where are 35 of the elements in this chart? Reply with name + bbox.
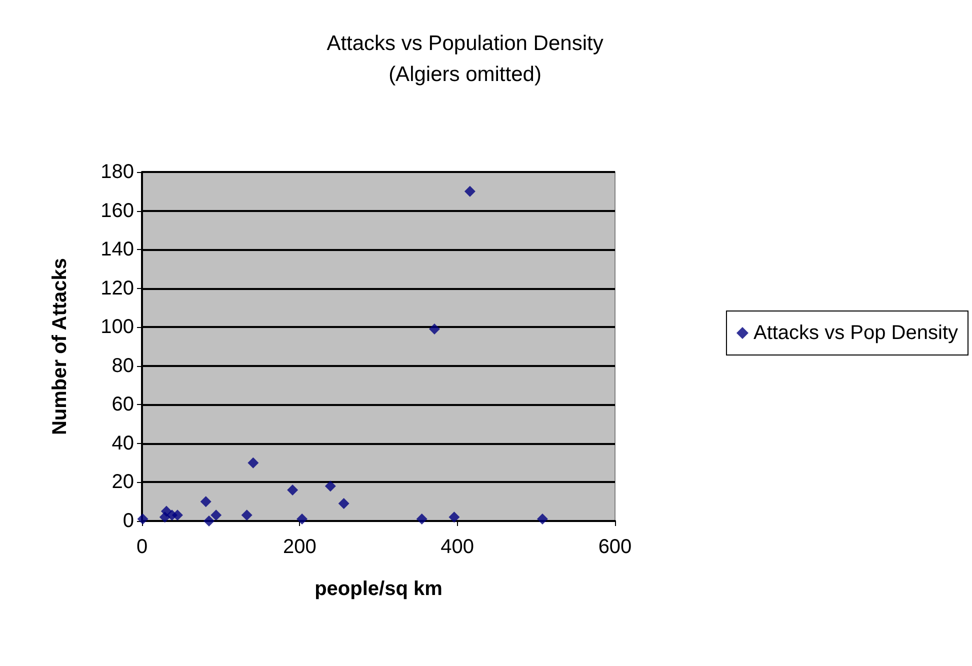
- y-tick-label: 180: [100, 161, 134, 183]
- y-tick-label: 0: [122, 510, 134, 532]
- y-tick-label: 160: [100, 200, 134, 222]
- y-tick-label: 140: [100, 238, 134, 261]
- point: [464, 186, 476, 197]
- point: [448, 512, 460, 523]
- point: [200, 496, 212, 508]
- x-axis-title: people/sq km: [314, 578, 442, 600]
- y-tick-label: 20: [112, 471, 134, 494]
- chart-title: Attacks vs Population Density: [326, 32, 604, 55]
- x-tick-label: 0: [136, 536, 148, 558]
- point: [428, 324, 440, 335]
- point: [204, 516, 215, 526]
- point: [248, 457, 259, 468]
- point: [137, 514, 148, 525]
- legend-label: Attacks vs Pop Density: [753, 322, 958, 344]
- y-tick-label: 40: [112, 432, 134, 454]
- point: [536, 514, 548, 525]
- y-tick-label: 60: [112, 394, 134, 416]
- y-tick-label: 80: [112, 354, 134, 377]
- point: [296, 514, 308, 525]
- point: [416, 514, 428, 525]
- y-tick-label: 100: [100, 316, 134, 338]
- x-tick-label: 200: [282, 536, 316, 558]
- x-tick-label: 600: [598, 536, 632, 558]
- point: [324, 480, 336, 492]
- point: [210, 510, 222, 521]
- x-tick-label: 400: [440, 536, 474, 558]
- point: [241, 510, 252, 521]
- point: [172, 510, 183, 521]
- point: [338, 498, 350, 510]
- y-axis-title: Number of Attacks: [49, 258, 71, 436]
- chart-subtitle: (Algiers omitted): [388, 63, 542, 86]
- y-tick-label: 120: [100, 277, 134, 300]
- point: [287, 484, 298, 496]
